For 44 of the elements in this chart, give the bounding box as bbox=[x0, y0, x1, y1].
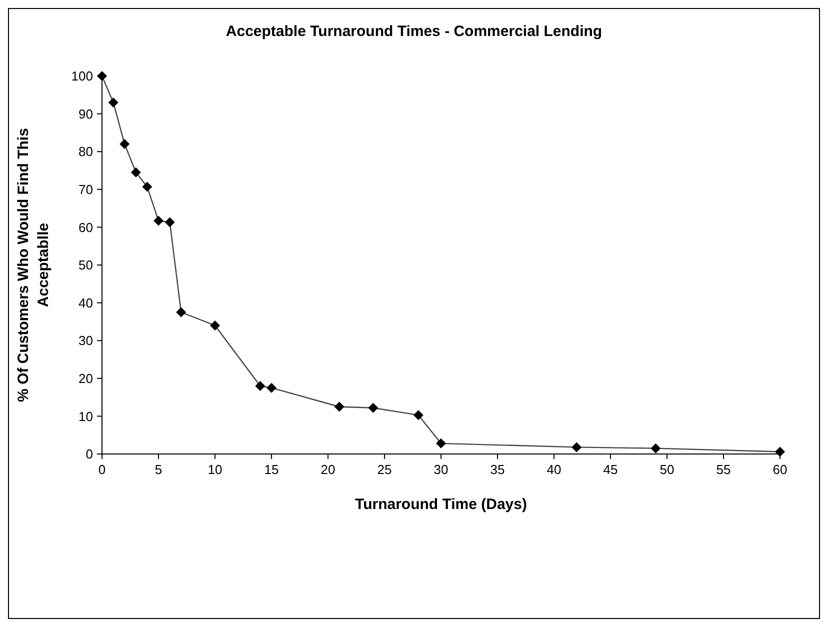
y-tick-label: 50 bbox=[78, 258, 93, 273]
x-tick-label: 10 bbox=[208, 462, 222, 477]
point bbox=[255, 380, 266, 391]
y-axis-title: % Of Customers Who Would Find This Acceptablle bbox=[15, 128, 52, 402]
point bbox=[120, 139, 130, 150]
point bbox=[650, 443, 661, 454]
point bbox=[108, 97, 118, 108]
point bbox=[334, 402, 344, 412]
x-tick-label: 40 bbox=[546, 462, 562, 477]
point bbox=[436, 438, 446, 448]
y-tick-label: 70 bbox=[78, 182, 93, 197]
y-tick-label: 20 bbox=[78, 370, 93, 386]
y-tick-label: 60 bbox=[78, 220, 93, 235]
point bbox=[142, 182, 152, 192]
x-tick-label: 35 bbox=[490, 462, 505, 477]
y-tick-label: 90 bbox=[78, 106, 93, 122]
x-tick-label: 0 bbox=[98, 462, 106, 477]
x-tick-label: 30 bbox=[434, 462, 448, 477]
y-tick-label: 40 bbox=[78, 295, 93, 310]
y-tick-label: 0 bbox=[86, 446, 93, 462]
y-tick-label: 80 bbox=[78, 144, 93, 160]
y-tick-label: 30 bbox=[78, 333, 93, 348]
point bbox=[210, 320, 220, 330]
point bbox=[572, 442, 582, 452]
point bbox=[775, 446, 785, 457]
point bbox=[368, 402, 378, 413]
x-tick-label: 20 bbox=[320, 462, 336, 477]
x-tick-label: 15 bbox=[264, 462, 279, 477]
chart-title: Acceptable Turnaround Times - Commercial Lending bbox=[226, 23, 602, 40]
point bbox=[130, 167, 141, 178]
point bbox=[176, 307, 186, 318]
x-tick-label: 50 bbox=[660, 462, 674, 477]
point bbox=[266, 382, 276, 393]
y-tick-label: 100 bbox=[71, 68, 93, 84]
x-tick-label: 60 bbox=[772, 462, 788, 477]
point bbox=[154, 216, 164, 226]
x-tick-label: 5 bbox=[154, 462, 162, 477]
x-tick-label: 25 bbox=[377, 462, 392, 477]
point bbox=[164, 217, 175, 228]
y-tick-label: 10 bbox=[78, 408, 93, 424]
x-tick-label: 45 bbox=[603, 462, 618, 477]
x-tick-label: 55 bbox=[716, 462, 731, 477]
x-axis-title: Turnaround Time (Days) bbox=[355, 496, 527, 513]
point bbox=[413, 410, 424, 420]
